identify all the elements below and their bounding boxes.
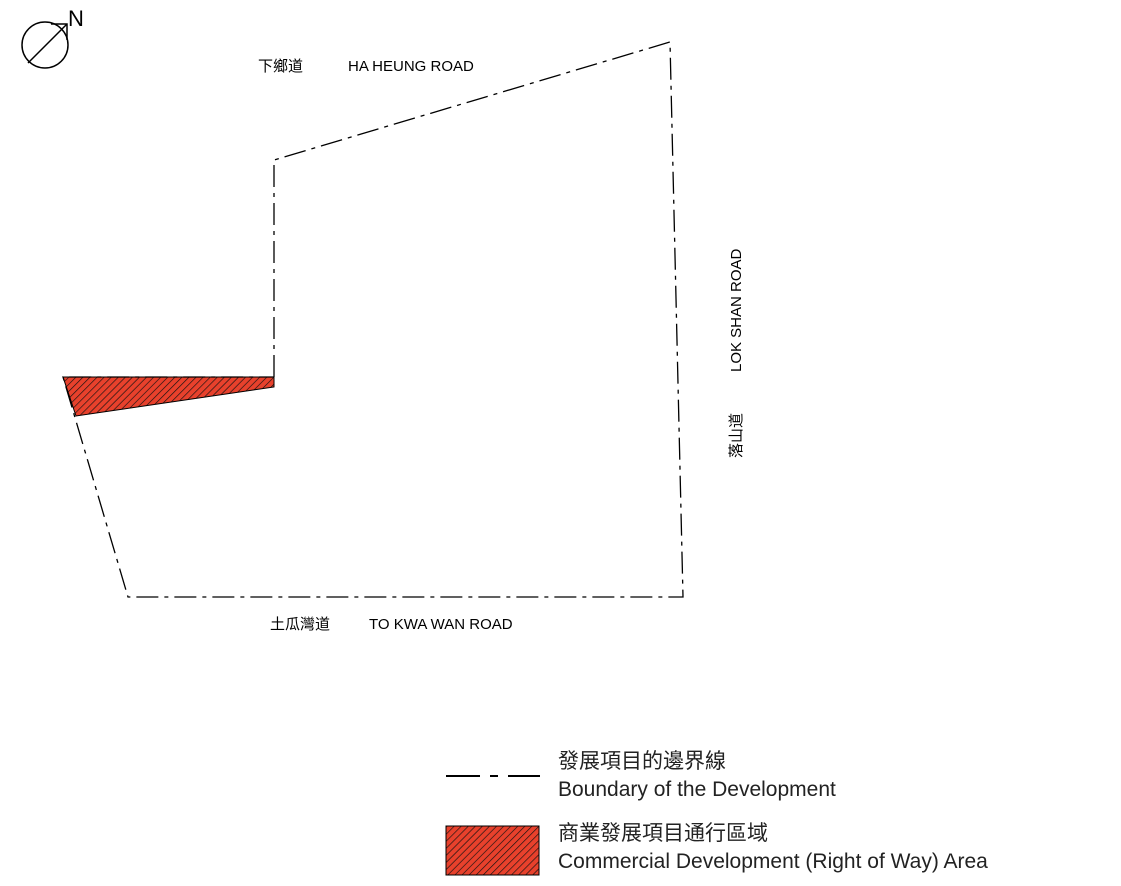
legend-boundary-en: Boundary of the Development xyxy=(558,778,836,801)
right-of-way-area xyxy=(62,376,275,417)
north-arrow-icon xyxy=(21,21,69,69)
north-label: N xyxy=(68,6,84,31)
development-boundary xyxy=(62,41,684,598)
road-label-east-zh: 落山道 xyxy=(728,413,745,458)
road-label-east-en: LOK SHAN ROAD xyxy=(728,248,745,372)
legend-boundary-text: 發展項目的邊界線 Boundary of the Development xyxy=(558,748,836,804)
road-label-south-zh: 土瓜灣道 xyxy=(270,616,330,633)
legend-boundary-zh: 發展項目的邊界線 xyxy=(558,750,726,773)
road-label-north-en: HA HEUNG ROAD xyxy=(348,58,474,75)
legend-right-of-way-text: 商業發展項目通行區域 Commercial Development (Right… xyxy=(558,820,988,876)
legend-right-of-way-zh: 商業發展項目通行區域 xyxy=(558,822,768,845)
legend-right-of-way-en: Commercial Development (Right of Way) Ar… xyxy=(558,850,988,873)
road-label-south-en: TO KWA WAN ROAD xyxy=(369,616,513,633)
road-label-north-zh: 下鄉道 xyxy=(258,58,303,75)
legend-right-of-way-swatch xyxy=(445,825,540,876)
